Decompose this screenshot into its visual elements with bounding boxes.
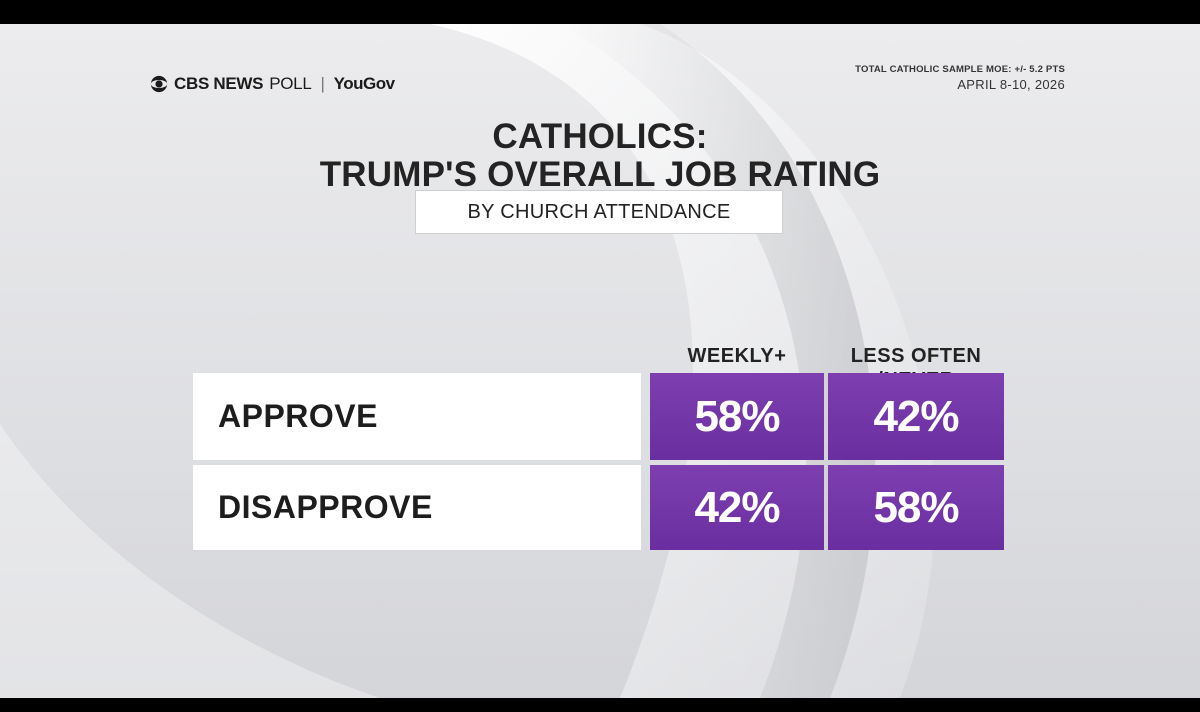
poll-date: APRIL 8-10, 2026 — [957, 77, 1065, 92]
cell-approve-less-often: 42% — [828, 373, 1004, 460]
column-header-weekly: WEEKLY+ — [650, 344, 824, 368]
brand-poll: POLL — [269, 74, 312, 93]
cell-approve-weekly: 58% — [650, 373, 824, 460]
row-label-approve: APPROVE — [193, 373, 641, 460]
brand-yougov: YouGov — [333, 74, 395, 93]
brand-cbs-news: CBS NEWS — [174, 74, 264, 93]
cell-disapprove-less-often: 58% — [828, 465, 1004, 550]
title-line-2: TRUMP'S OVERALL JOB RATING — [319, 155, 881, 194]
column-header-less-often-line1: LESS OFTEN — [850, 345, 982, 367]
chart-subtitle: BY CHURCH ATTENDANCE — [415, 190, 783, 234]
brand-separator: | — [320, 74, 325, 93]
graphic-stage: CBS NEWS POLL | YouGov TOTAL CATHOLIC SA… — [0, 24, 1200, 698]
poll-info: TOTAL CATHOLIC SAMPLE MOE: +/- 5.2 PTS A… — [855, 64, 1065, 92]
column-header-weekly-line2: WEEKLY+ — [687, 345, 787, 367]
margin-of-error: TOTAL CATHOLIC SAMPLE MOE: +/- 5.2 PTS — [855, 64, 1065, 75]
cell-disapprove-weekly: 42% — [650, 465, 824, 550]
row-label-disapprove: DISAPPROVE — [193, 465, 641, 550]
chart-title: CATHOLICS: TRUMP'S OVERALL JOB RATING — [0, 118, 1200, 194]
title-line-1: CATHOLICS: — [492, 117, 708, 156]
brand-header: CBS NEWS POLL | YouGov — [150, 74, 395, 94]
cbs-eye-logo-icon — [150, 75, 168, 93]
